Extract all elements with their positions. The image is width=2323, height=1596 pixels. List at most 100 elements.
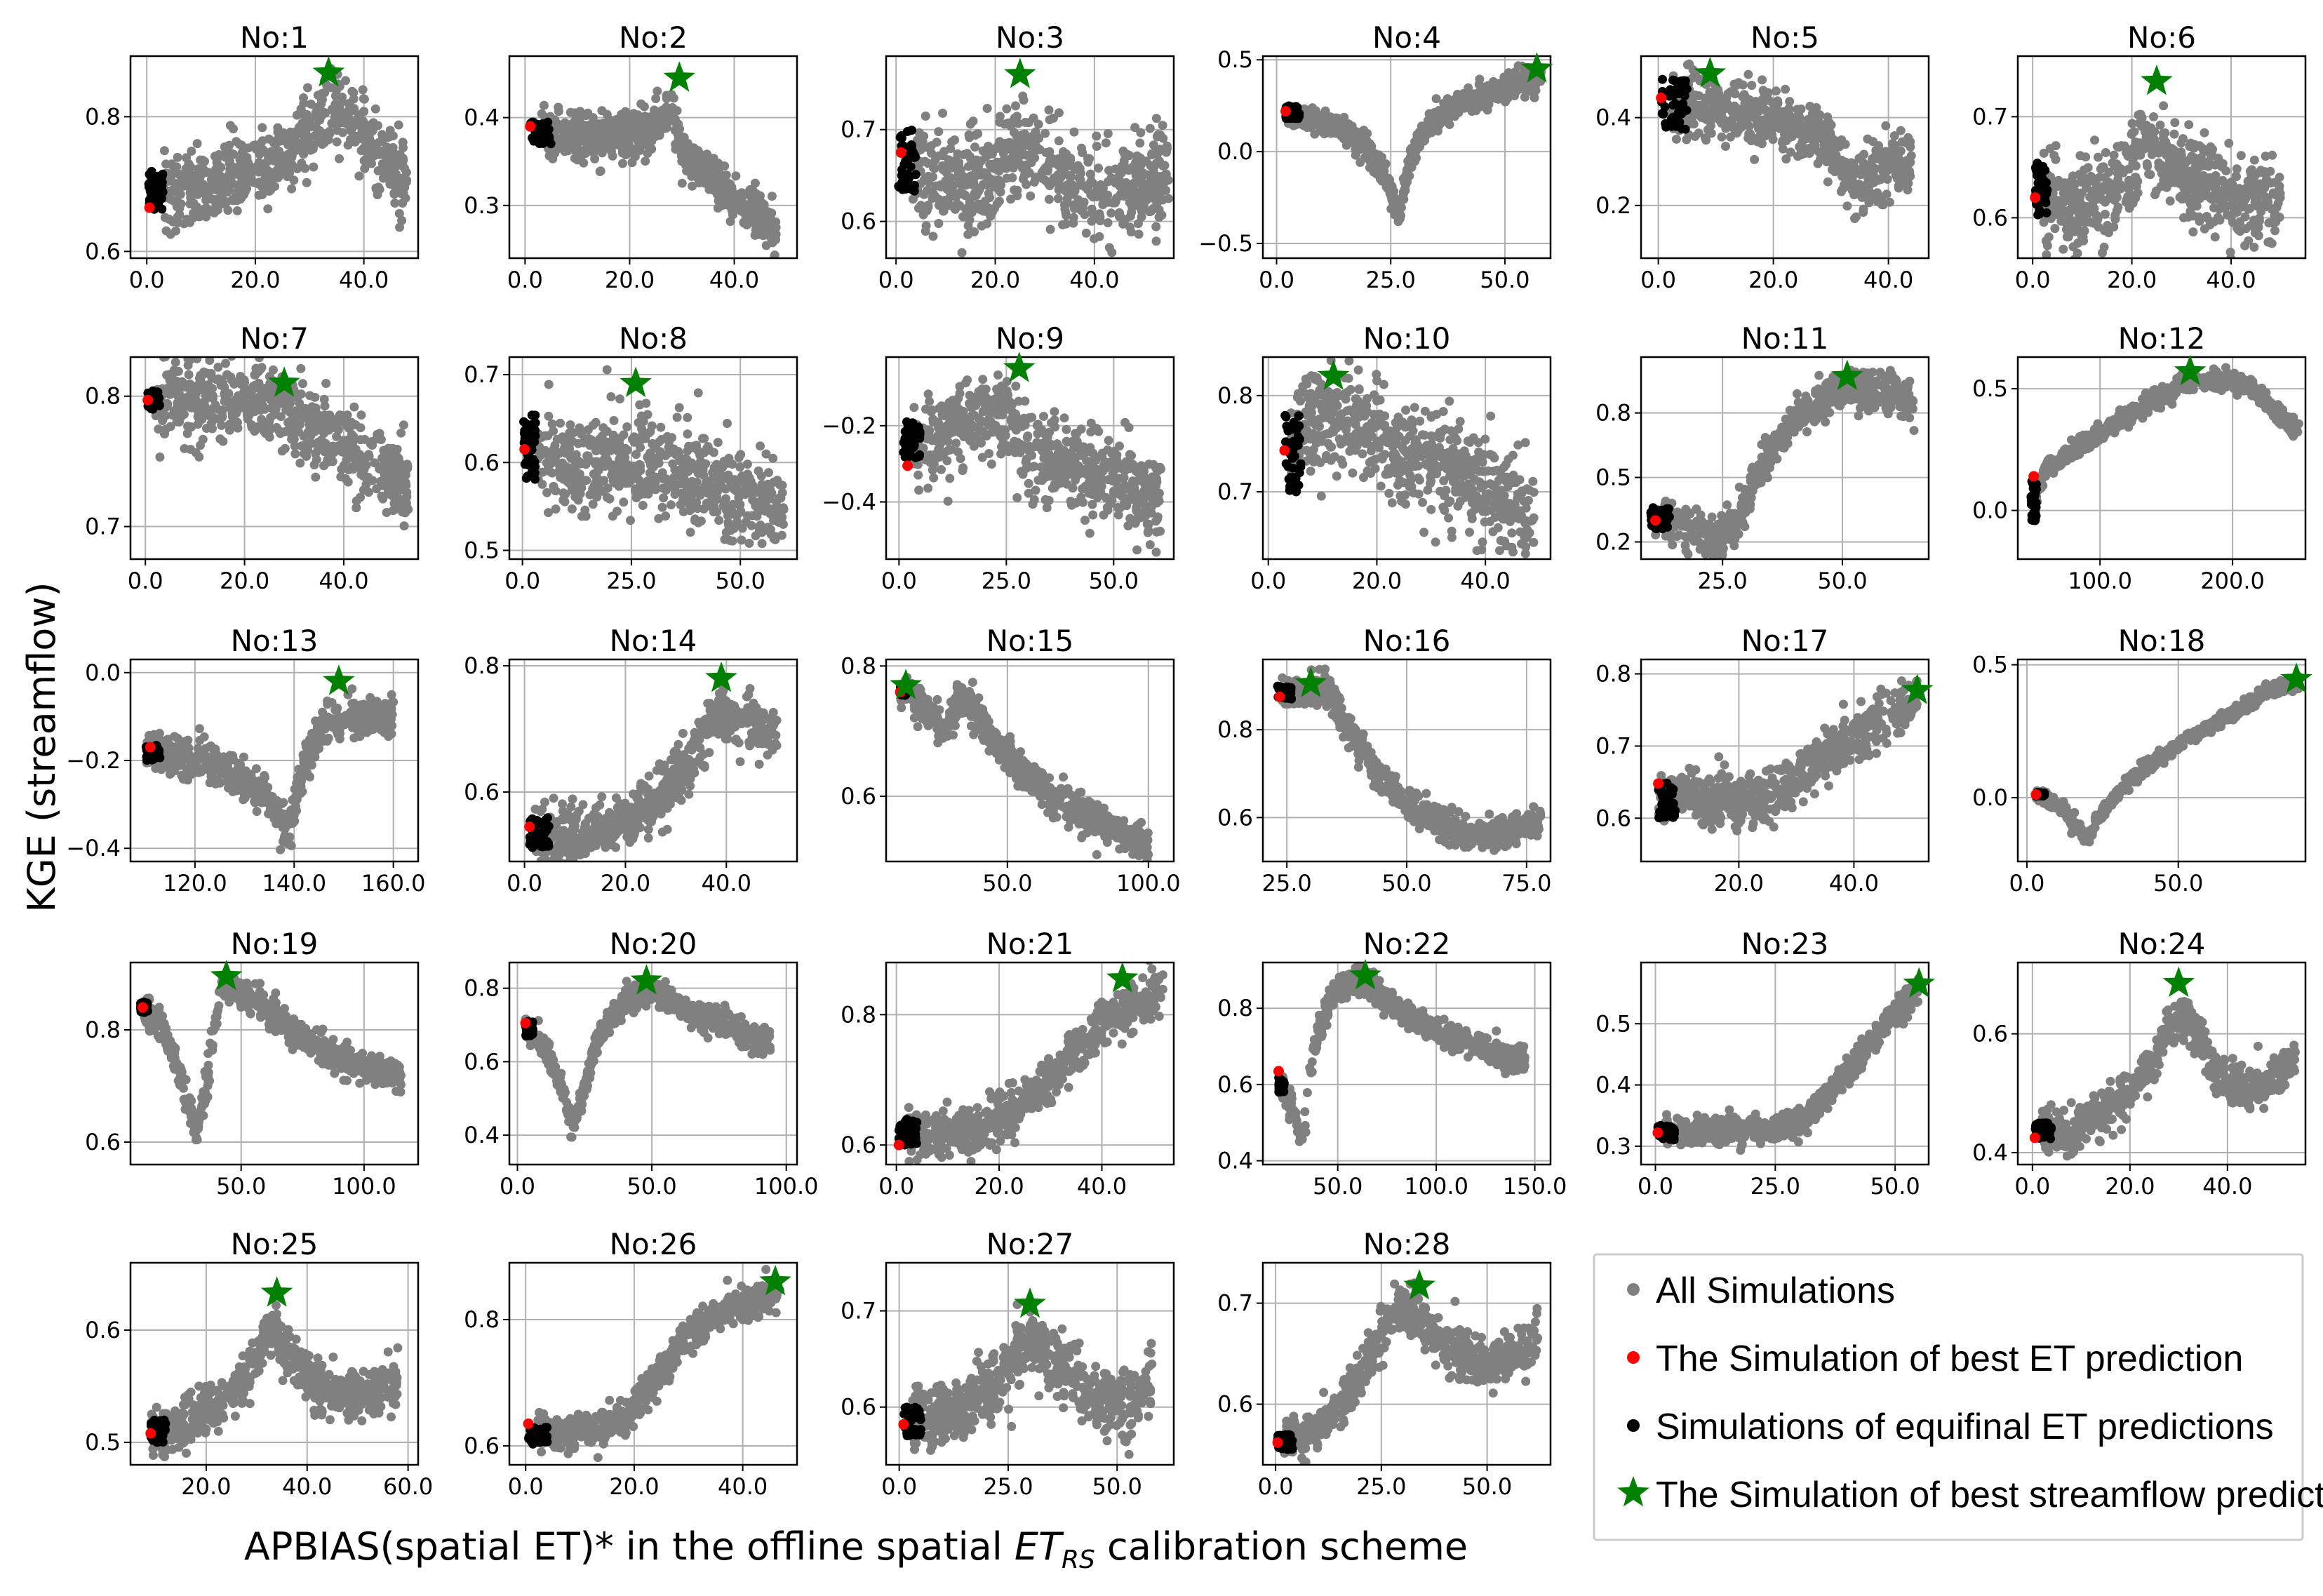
panel-5: 0.0 20.0 40.00.20.4No:5 — [1595, 20, 1930, 293]
panel-5-sim-point — [1826, 128, 1835, 138]
panel-7-sim-point — [401, 481, 411, 490]
panel-3-sim-point — [984, 189, 993, 199]
panel-4-sim-point — [1494, 84, 1504, 94]
panel-1-sim-point — [203, 168, 213, 177]
panel-4-title: No:4 — [1372, 20, 1441, 55]
panel-1-sim-point — [328, 105, 337, 114]
panel-1-sim-point — [222, 187, 232, 197]
panel-7-equifinal-point — [147, 404, 157, 414]
panel-6-sim-point — [2203, 158, 2213, 168]
panel-6-sim-point — [2261, 152, 2270, 161]
panel-6-sim-point — [2155, 120, 2165, 130]
panel-6-sim-point — [2090, 135, 2099, 145]
panel-6-equifinal-point — [2036, 180, 2046, 189]
panel-4-sim-point — [1310, 129, 1320, 139]
panel-6-sim-point — [2213, 213, 2223, 222]
panel-3-sim-point — [965, 215, 975, 225]
panel-3-equifinal-point — [911, 170, 921, 180]
panel-5-sim-point — [1906, 171, 1915, 181]
panel-6-sim-point — [2070, 255, 2079, 258]
panel-1-sim-point — [191, 185, 201, 195]
panel-4-sim-point — [1421, 126, 1431, 136]
panel-1-sim-point — [187, 147, 196, 156]
panel-7-sim-point — [233, 423, 243, 433]
panel-6-sim-point — [2058, 244, 2068, 254]
panel-6-sim-point — [2108, 158, 2117, 168]
panel-4-best-et-point — [1280, 106, 1292, 117]
panel-4-sim-point — [1355, 158, 1365, 167]
panel-2-sim-point — [662, 123, 671, 133]
panel-5-sim-point — [1824, 117, 1834, 127]
panel-6-sim-point — [2275, 173, 2284, 182]
panel-1-best-et-point — [144, 202, 155, 213]
panel-5-sim-point — [1840, 157, 1850, 167]
panel-4-sim-point — [1442, 110, 1452, 120]
panel-3-sim-point — [1146, 173, 1156, 183]
panel-5-sim-point — [1696, 112, 1705, 121]
panel-7-sim-point — [189, 338, 199, 347]
panel-7-sim-point — [195, 373, 204, 383]
panel-1-sim-point — [368, 118, 378, 128]
panel-7-sim-point — [372, 484, 382, 494]
panel-5-sim-point — [1688, 65, 1698, 74]
panel-3-sim-point — [1087, 216, 1097, 226]
panel-7-frame — [129, 356, 420, 561]
panel-3-sim-point — [951, 192, 961, 202]
panel-2-sim-point — [605, 129, 615, 139]
panel-7-sim-point — [155, 452, 165, 462]
panel-6-sim-point — [2051, 141, 2061, 151]
panel-3-sim-point — [1062, 219, 1071, 229]
panel-5-sim-point — [1821, 149, 1830, 159]
panel-2-sim-point — [750, 178, 760, 188]
panel-5-sim-point — [1800, 126, 1809, 136]
panel-6-sim-point — [2275, 181, 2284, 191]
panel-7-sim-point — [298, 379, 307, 389]
panel-3-sim-point — [1107, 248, 1117, 257]
panel-6-sim-point — [2052, 182, 2062, 192]
panel-2-title: No:2 — [619, 20, 688, 55]
panel-5-sim-point — [1750, 154, 1760, 164]
panel-6-sim-point — [2129, 127, 2139, 137]
panel-7-xtick-label: 0.0 — [128, 568, 163, 594]
panel-1-equifinal-point — [157, 204, 167, 214]
panel-1-sim-point — [202, 185, 212, 194]
panel-5-sim-point — [1823, 177, 1833, 187]
panel-7: 0.0 20.0 40.00.70.8No:7 — [85, 321, 420, 594]
panel-3-sim-point — [1092, 131, 1102, 141]
panel-3-sim-point — [947, 137, 957, 147]
panel-3-sim-point — [1151, 236, 1161, 246]
panel-6-sim-point — [2244, 236, 2254, 246]
panel-5-sim-point — [1723, 89, 1733, 98]
panel-7-sim-point — [311, 472, 321, 482]
panel-7-sim-point — [193, 420, 203, 429]
panel-4-ytick-label: −0.5 — [1198, 230, 1253, 257]
panel-2-sim-point — [768, 238, 777, 248]
panel-6-frame — [2016, 55, 2307, 260]
panel-1-sim-point — [221, 145, 231, 154]
panel-7-sim-point — [392, 445, 402, 454]
panel-5-equifinal-point — [1671, 99, 1680, 109]
panel-4-sim-point — [1511, 67, 1520, 76]
panel-7-sim-point — [359, 464, 369, 474]
panel-6-sim-point — [2039, 217, 2049, 227]
panel-1-sim-point — [302, 177, 312, 187]
panel-3-ytick-label: 0.7 — [841, 116, 876, 143]
panel-3-sim-point — [1131, 157, 1141, 167]
panel-3-sim-point — [951, 156, 960, 166]
panel-1-sim-point — [360, 163, 370, 173]
panel-3-sim-point — [1146, 161, 1156, 170]
panel-2-sim-point — [605, 123, 615, 133]
panel-3-sim-point — [970, 142, 979, 152]
panel-4-sim-point — [1401, 175, 1411, 184]
panel-1-sim-point — [249, 140, 259, 150]
panel-1-sim-point — [235, 161, 245, 170]
panel-6-sim-point — [2110, 210, 2120, 220]
panel-3-sim-point — [1159, 171, 1169, 180]
panel-5-sim-point — [1882, 175, 1892, 184]
panel-5-sim-point — [1814, 118, 1824, 128]
panel-6-ytick-label: 0.7 — [1972, 103, 2008, 130]
panel-1-sim-point — [367, 126, 377, 136]
panel-5-sim-point — [1744, 113, 1754, 122]
panel-8-sim-point — [714, 516, 724, 525]
